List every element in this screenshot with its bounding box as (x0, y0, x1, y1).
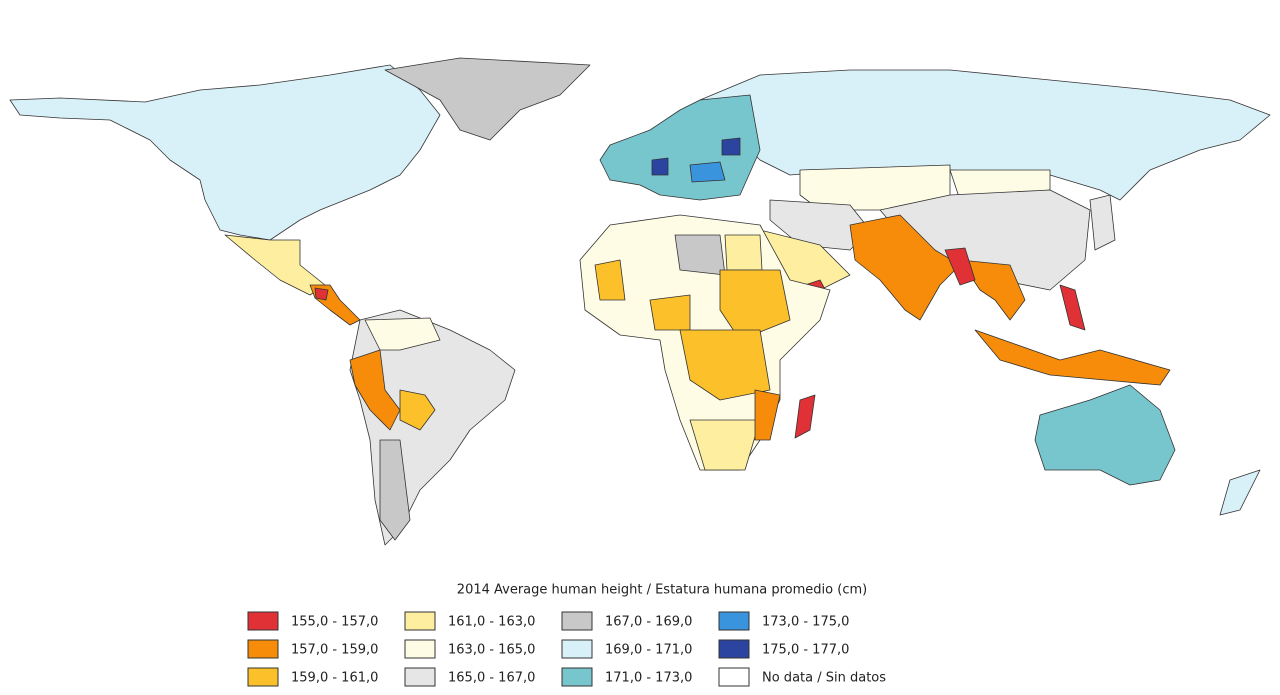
map-title: 2014 Average human height / Estatura hum… (457, 583, 867, 598)
australia (1034, 384, 1176, 486)
legend-swatch (404, 667, 436, 687)
legend-swatch (561, 667, 593, 687)
indonesia (974, 329, 1171, 386)
legend-label: 169,0 - 171,0 (605, 643, 692, 658)
legend-label: 157,0 - 159,0 (291, 643, 378, 658)
southern-africa (689, 419, 761, 471)
legend-label: 165,0 - 167,0 (448, 671, 535, 686)
north-america (9, 64, 441, 241)
legend-swatch (718, 639, 750, 659)
libya (674, 234, 726, 276)
legend-swatch (718, 611, 750, 631)
philippines (1059, 284, 1086, 331)
nigeria (649, 294, 691, 331)
legend: 155,0 - 157,0 157,0 - 159,0 159,0 - 161,0 1… (247, 611, 886, 687)
central-europe (689, 161, 726, 183)
india (849, 214, 961, 321)
legend-label: 167,0 - 169,0 (605, 615, 692, 630)
legend-label: 161,0 - 163,0 (448, 615, 535, 630)
southeast-asia (959, 259, 1026, 321)
guatemala (314, 287, 329, 301)
legend-swatch (247, 611, 279, 631)
egypt (724, 234, 763, 271)
mozambique (754, 389, 781, 441)
madagascar (794, 394, 816, 439)
southern-cone (379, 439, 411, 541)
west-africa (594, 259, 626, 301)
legend-swatch (404, 611, 436, 631)
netherlands (651, 157, 669, 176)
greenland (384, 57, 591, 141)
new-zealand (1219, 469, 1261, 516)
legend-label: No data / Sin datos (762, 671, 886, 686)
legend-swatch (718, 667, 750, 687)
bolivia (399, 389, 436, 431)
legend-label: 173,0 - 175,0 (762, 615, 849, 630)
baltics (721, 137, 741, 156)
countries (9, 57, 1271, 546)
legend-label: 171,0 - 173,0 (605, 671, 692, 686)
legend-swatch (561, 639, 593, 659)
japan (1089, 194, 1116, 251)
legend-swatch (247, 639, 279, 659)
bangladesh-myanmar (944, 247, 976, 286)
legend-label: 159,0 - 161,0 (291, 671, 378, 686)
middle-east (769, 199, 871, 251)
legend-swatch (247, 667, 279, 687)
legend-label: 155,0 - 157,0 (291, 615, 378, 630)
south-america (349, 309, 516, 546)
colombia-venezuela (364, 317, 441, 351)
central-africa (679, 329, 771, 401)
peru (349, 349, 401, 431)
legend-swatch (404, 639, 436, 659)
sudan-ethiopia (719, 269, 791, 341)
legend-label: 163,0 - 165,0 (448, 643, 535, 658)
legend-label: 175,0 - 177,0 (762, 643, 849, 658)
legend-swatch (561, 611, 593, 631)
